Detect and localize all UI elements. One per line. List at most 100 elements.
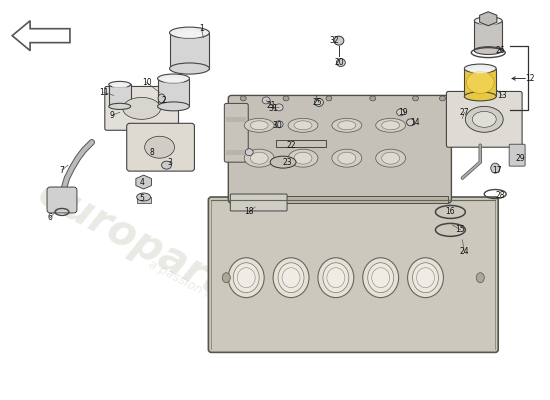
Text: 19: 19 — [398, 108, 408, 117]
Text: 10: 10 — [142, 78, 151, 87]
Ellipse shape — [175, 31, 204, 38]
Ellipse shape — [294, 152, 312, 164]
Ellipse shape — [323, 263, 349, 293]
Ellipse shape — [382, 121, 400, 130]
Bar — [109, 84, 131, 106]
Ellipse shape — [162, 161, 172, 169]
Ellipse shape — [169, 27, 210, 38]
Ellipse shape — [476, 273, 484, 283]
Ellipse shape — [262, 97, 270, 104]
Ellipse shape — [158, 102, 189, 111]
Ellipse shape — [158, 74, 189, 83]
Ellipse shape — [244, 118, 274, 132]
Ellipse shape — [368, 263, 394, 293]
Text: a passion for performance: a passion for performance — [146, 257, 297, 346]
Ellipse shape — [222, 273, 230, 283]
Text: 7: 7 — [59, 166, 64, 175]
Polygon shape — [136, 175, 151, 189]
Ellipse shape — [326, 96, 332, 101]
Ellipse shape — [469, 68, 492, 73]
Text: 28: 28 — [496, 190, 505, 200]
Text: 12: 12 — [525, 74, 535, 83]
Text: 18: 18 — [244, 208, 254, 216]
Ellipse shape — [237, 268, 255, 288]
Ellipse shape — [332, 118, 362, 132]
FancyBboxPatch shape — [509, 144, 525, 166]
Text: 29: 29 — [515, 154, 525, 163]
Text: 14: 14 — [410, 118, 419, 127]
Bar — [169, 33, 210, 68]
Ellipse shape — [250, 152, 268, 164]
Ellipse shape — [406, 119, 415, 126]
Ellipse shape — [464, 92, 496, 101]
Text: 31: 31 — [268, 104, 278, 113]
Text: 20: 20 — [334, 58, 344, 67]
Ellipse shape — [250, 121, 268, 130]
Ellipse shape — [376, 118, 405, 132]
Text: 16: 16 — [446, 208, 455, 216]
Ellipse shape — [109, 103, 131, 110]
Text: 23: 23 — [282, 158, 292, 167]
Text: 15: 15 — [455, 225, 465, 234]
Ellipse shape — [109, 82, 131, 88]
Bar — [158, 78, 189, 106]
Ellipse shape — [158, 94, 165, 103]
Ellipse shape — [466, 72, 494, 94]
FancyBboxPatch shape — [230, 194, 287, 211]
FancyBboxPatch shape — [208, 197, 498, 352]
Ellipse shape — [416, 268, 435, 288]
Bar — [226, 150, 246, 155]
Ellipse shape — [244, 149, 274, 167]
Text: 4: 4 — [139, 178, 144, 186]
Text: 3: 3 — [167, 158, 172, 167]
Text: 26: 26 — [496, 46, 505, 55]
Ellipse shape — [228, 258, 264, 298]
Ellipse shape — [169, 63, 210, 74]
Text: 6: 6 — [48, 214, 52, 222]
Bar — [474, 21, 502, 51]
Bar — [137, 197, 151, 203]
Text: 22: 22 — [287, 141, 296, 150]
Ellipse shape — [382, 152, 400, 164]
Text: 30: 30 — [272, 121, 282, 130]
Bar — [232, 196, 448, 203]
Ellipse shape — [233, 263, 259, 293]
Text: 5: 5 — [139, 194, 144, 202]
Ellipse shape — [245, 149, 253, 156]
Ellipse shape — [363, 258, 399, 298]
Ellipse shape — [327, 268, 345, 288]
Ellipse shape — [465, 106, 503, 132]
Ellipse shape — [315, 98, 323, 106]
Ellipse shape — [338, 152, 356, 164]
Ellipse shape — [370, 96, 376, 101]
Text: 32: 32 — [329, 36, 339, 45]
FancyBboxPatch shape — [228, 96, 452, 203]
Ellipse shape — [270, 156, 296, 168]
FancyBboxPatch shape — [447, 92, 522, 147]
Ellipse shape — [408, 258, 443, 298]
Ellipse shape — [283, 96, 289, 101]
Text: 17: 17 — [492, 166, 502, 175]
Text: europarts: europarts — [30, 172, 253, 317]
Ellipse shape — [275, 121, 283, 128]
Ellipse shape — [294, 121, 312, 130]
Text: 24: 24 — [460, 247, 469, 256]
FancyBboxPatch shape — [224, 103, 248, 162]
Ellipse shape — [318, 258, 354, 298]
Text: 1: 1 — [199, 24, 204, 33]
Ellipse shape — [332, 149, 362, 167]
Bar — [276, 140, 326, 147]
Text: 27: 27 — [460, 108, 469, 117]
Ellipse shape — [282, 268, 300, 288]
Ellipse shape — [372, 268, 389, 288]
Ellipse shape — [145, 136, 174, 158]
Text: 13: 13 — [497, 91, 507, 100]
Ellipse shape — [273, 258, 309, 298]
Ellipse shape — [474, 17, 502, 25]
Ellipse shape — [240, 96, 246, 101]
Ellipse shape — [439, 96, 446, 101]
Ellipse shape — [288, 149, 318, 167]
Ellipse shape — [412, 96, 419, 101]
Ellipse shape — [491, 163, 500, 173]
Ellipse shape — [337, 58, 345, 66]
